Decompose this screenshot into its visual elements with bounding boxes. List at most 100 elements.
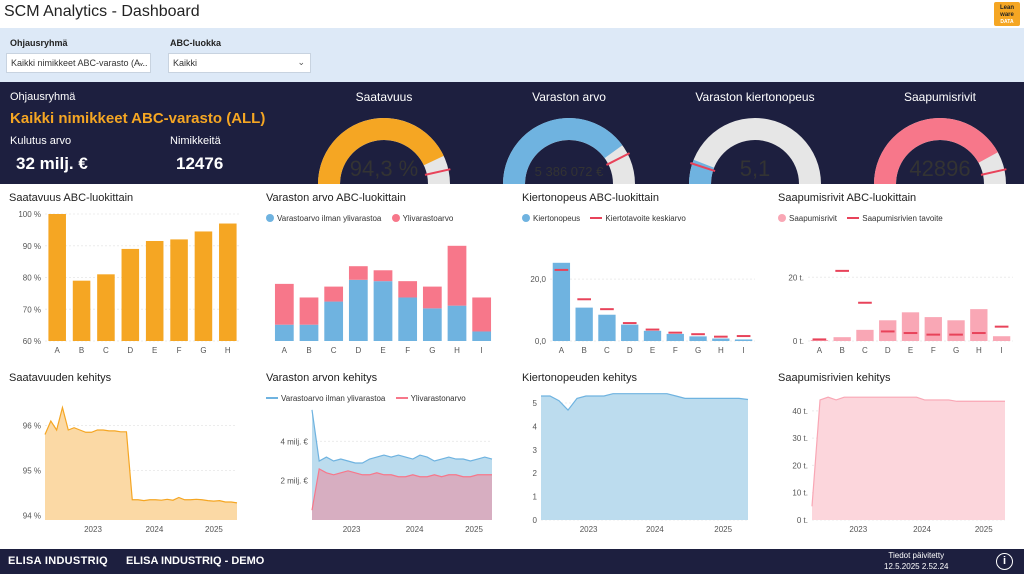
bar-over-B: [299, 297, 319, 325]
gauge-fill: [689, 159, 715, 184]
chevron-down-icon: ⌄: [297, 57, 305, 67]
x-tick-label: D: [355, 346, 361, 355]
x-tick-label: E: [650, 346, 655, 355]
bar-over-C: [324, 286, 344, 302]
title-bar: SCM Analytics - Dashboard Lean ware DATA: [0, 0, 1024, 28]
y-tick-label: 3: [533, 446, 538, 455]
line-ylivarasto: [311, 467, 492, 511]
x-tick-label: A: [55, 346, 61, 355]
gauge-fill: [318, 118, 444, 184]
bar-over-I: [472, 297, 492, 332]
area-ylivarasto: [312, 468, 492, 520]
x-tick-label: H: [225, 346, 231, 355]
area-saatavuus: [45, 407, 237, 520]
x-tick-label: G: [200, 346, 206, 355]
bar-over-E: [373, 270, 393, 282]
y-tick-label: 0 t.: [797, 516, 808, 525]
x-tick-label: 2023: [849, 525, 867, 534]
gauge-value: 42896: [909, 156, 970, 181]
gauge-title-kiertonopeus: Varaston kiertonopeus: [695, 90, 815, 104]
footer: ELISA INDUSTRIQ ELISA INDUSTRIQ - DEMO T…: [0, 549, 1024, 574]
bar-I: [734, 339, 753, 341]
filter-bar: Ohjausryhmä Kaikki nimikkeet ABC-varasto…: [0, 28, 1024, 82]
x-tick-label: G: [695, 346, 701, 355]
gauge-target-marker: [424, 168, 451, 176]
bar-base-I: [472, 331, 492, 341]
y-tick-label: 96 %: [23, 422, 41, 431]
y-tick-label: 94 %: [23, 512, 41, 521]
bar-over-D: [348, 266, 368, 280]
line-saatavuus: [44, 405, 238, 504]
bar-A: [810, 340, 829, 341]
line-saapumisrivit: [811, 396, 1005, 507]
gauge-value: 5,1: [740, 156, 771, 181]
y-tick-label: 80 %: [23, 274, 41, 283]
bar-B: [72, 280, 91, 341]
group-filter-value: Kaikki nimikkeet ABC-varasto (A...: [11, 58, 148, 68]
y-tick-label: 2 milj. €: [280, 477, 308, 486]
bar-G: [947, 320, 965, 341]
x-tick-label: B: [839, 346, 844, 355]
gauge-title-varaston-arvo: Varaston arvo: [532, 90, 606, 104]
x-tick-label: B: [79, 346, 84, 355]
gauge-value: 94,3 %: [350, 156, 419, 181]
abc-filter-value: Kaikki: [173, 58, 198, 68]
line-kiertonopeus: [541, 393, 749, 411]
x-tick-label: C: [604, 346, 610, 355]
legend-item: Ylivarastonarvo: [410, 394, 466, 403]
x-tick-label: H: [718, 346, 724, 355]
x-tick-label: F: [177, 346, 182, 355]
gauge-fill: [874, 118, 998, 184]
bar-over-G: [422, 286, 442, 309]
x-tick-label: C: [862, 346, 868, 355]
x-tick-label: I: [481, 346, 483, 355]
bar-F: [170, 239, 188, 341]
y-tick-label: 70 %: [23, 305, 41, 314]
legend-item: Saapumisrivit: [789, 214, 838, 223]
updated-label: Tiedot päivitetty: [888, 551, 945, 560]
x-tick-label: 2025: [465, 525, 483, 534]
panel-title-saapumisrivit-abc: Saapumisrivit ABC-luokittain: [778, 192, 917, 204]
bar-base-E: [373, 281, 393, 341]
legend-kiertonopeus: Kiertonopeus Kiertotavoite keskiarvo: [522, 214, 694, 223]
gauge-target-marker: [690, 162, 716, 172]
bar-F: [924, 317, 942, 341]
group-filter-label: Ohjausryhmä: [10, 38, 68, 48]
kpi-group-value: Kaikki nimikkeet ABC-varasto (ALL): [10, 110, 266, 127]
y-tick-label: 20 t.: [788, 273, 804, 282]
bar-base-G: [422, 308, 442, 341]
x-tick-label: F: [405, 346, 410, 355]
abc-filter-select[interactable]: Kaikki ⌄: [168, 53, 311, 73]
y-tick-label: 0 t.: [793, 337, 804, 346]
bar-G: [194, 231, 213, 341]
y-tick-label: 20,0: [530, 275, 546, 284]
bar-G: [689, 336, 707, 341]
legend-item: Ylivarastoarvo: [402, 214, 454, 223]
panel-title-varaston-arvo-abc: Varaston arvo ABC-luokittain: [266, 192, 406, 204]
x-tick-label: 2025: [975, 525, 993, 534]
group-filter-select[interactable]: Kaikki nimikkeet ABC-varasto (A... ⌄: [6, 53, 151, 73]
items-value: 12476: [176, 154, 224, 173]
bar-over-F: [398, 281, 418, 298]
x-tick-label: F: [931, 346, 936, 355]
x-tick-label: B: [581, 346, 586, 355]
x-tick-label: H: [976, 346, 982, 355]
info-icon[interactable]: i: [996, 553, 1013, 570]
bar-A: [552, 262, 571, 341]
x-tick-label: G: [953, 346, 959, 355]
kpi-band: Ohjausryhmä Kaikki nimikkeet ABC-varasto…: [0, 82, 1024, 184]
y-tick-label: 4 milj. €: [280, 437, 308, 446]
y-tick-label: 20 t.: [792, 461, 808, 470]
x-tick-label: 2024: [146, 525, 164, 534]
y-tick-label: 0,0: [535, 337, 547, 346]
y-tick-label: 30 t.: [792, 434, 808, 443]
bar-H: [712, 338, 730, 341]
x-tick-label: C: [331, 346, 337, 355]
legend-saapumisrivit: Saapumisrivit Saapumisrivien tavoite: [778, 214, 951, 223]
gauge-target-marker: [980, 168, 1007, 176]
bar-D: [621, 324, 639, 341]
x-tick-label: A: [817, 346, 823, 355]
legend-item: Kiertotavoite keskiarvo: [605, 214, 686, 223]
bar-A: [48, 214, 66, 341]
x-tick-label: 2025: [205, 525, 223, 534]
